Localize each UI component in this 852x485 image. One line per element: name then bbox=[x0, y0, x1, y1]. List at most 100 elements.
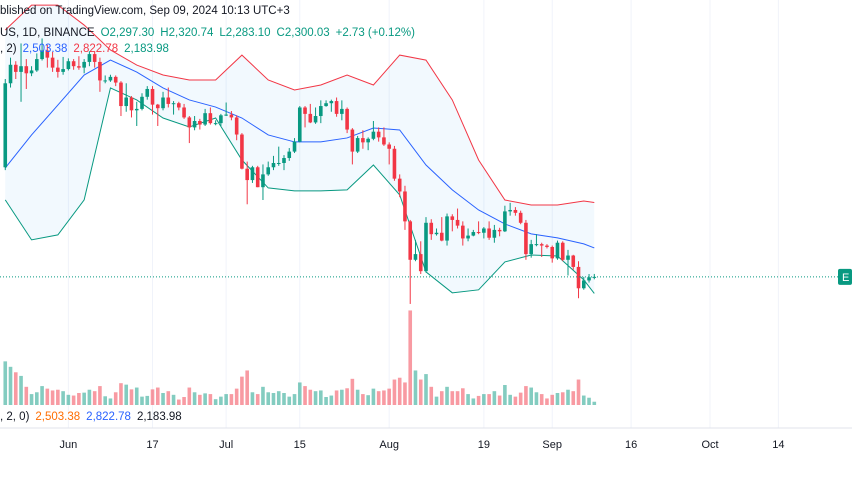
candle-body bbox=[40, 50, 44, 60]
ohlc-change: +2.73 (+0.12%) bbox=[335, 27, 415, 39]
candle-body bbox=[13, 64, 18, 72]
candle-body bbox=[555, 242, 560, 259]
volume-bar bbox=[503, 385, 507, 405]
volume-bar bbox=[266, 392, 271, 405]
volume-bar bbox=[587, 397, 591, 405]
candle-body bbox=[266, 167, 271, 175]
candle-body bbox=[439, 232, 444, 241]
volume-bar bbox=[513, 396, 518, 405]
candle-body bbox=[124, 97, 129, 107]
candle-body bbox=[529, 244, 533, 255]
candle-body bbox=[198, 121, 202, 125]
volume-bar bbox=[571, 391, 576, 405]
candle-body bbox=[208, 113, 213, 124]
bb-legend-lower: , 2, 0) 2,503.38 2,822.78 2,183.98 bbox=[0, 411, 182, 423]
candle-body bbox=[219, 115, 223, 124]
candle-body bbox=[487, 228, 491, 238]
candle-body bbox=[455, 219, 460, 226]
x-tick-label: 14 bbox=[772, 439, 784, 451]
candle-body bbox=[103, 80, 107, 82]
volume-bar bbox=[450, 391, 455, 405]
candle-body bbox=[345, 108, 349, 130]
volume-bar bbox=[140, 396, 144, 405]
volume-bar bbox=[203, 393, 207, 405]
candle-body bbox=[82, 61, 86, 68]
volume-bar bbox=[297, 382, 302, 405]
candle-body bbox=[376, 131, 381, 138]
candle-body bbox=[140, 96, 144, 109]
candle-body bbox=[482, 228, 486, 233]
volume-bar bbox=[29, 394, 34, 405]
volume-bar bbox=[534, 392, 539, 405]
volume-bar bbox=[434, 396, 439, 405]
candle-body bbox=[255, 167, 260, 188]
published-text: blished on TradingView.com, Sep 09, 2024… bbox=[0, 5, 290, 17]
symbol: US, 1D, BINANCE bbox=[0, 27, 95, 39]
candle-body bbox=[3, 83, 8, 168]
volume-bar bbox=[487, 394, 491, 405]
candle-body bbox=[61, 69, 65, 72]
volume-bar bbox=[229, 394, 234, 405]
candle-body bbox=[308, 113, 313, 123]
volume-bar bbox=[187, 387, 192, 405]
volume-bar bbox=[403, 382, 407, 405]
volume-bar bbox=[424, 374, 428, 405]
volume-bar bbox=[240, 376, 244, 405]
candle-body bbox=[155, 104, 160, 109]
volume-bar bbox=[24, 386, 29, 405]
volume-bar bbox=[124, 384, 129, 405]
candle-body bbox=[329, 101, 334, 104]
bb-basis: 2,503.38 bbox=[35, 411, 81, 423]
volume-bar bbox=[445, 386, 449, 405]
volume-bar bbox=[508, 394, 512, 405]
candle-body bbox=[581, 280, 586, 289]
volume-bar bbox=[376, 391, 381, 405]
volume-bar bbox=[45, 388, 50, 405]
volume-bar bbox=[524, 386, 528, 405]
bb-upper: 2,822.78 bbox=[73, 43, 119, 55]
candle-body bbox=[87, 54, 92, 62]
volume-bar bbox=[308, 389, 313, 405]
candle-body bbox=[476, 232, 481, 234]
volume-bar bbox=[56, 389, 60, 405]
volume-bar bbox=[150, 389, 155, 405]
candle-body bbox=[324, 103, 328, 107]
volume-bar bbox=[103, 396, 107, 405]
candle-body bbox=[177, 103, 181, 108]
volume-bar bbox=[108, 398, 113, 405]
candle-body bbox=[471, 232, 476, 236]
bb-basis: 2,503.38 bbox=[22, 43, 68, 55]
x-tick-label: Oct bbox=[701, 439, 718, 451]
candle-body bbox=[182, 107, 186, 118]
volume-bar bbox=[134, 387, 139, 405]
volume-bar bbox=[61, 391, 65, 405]
volume-bar bbox=[50, 390, 55, 405]
volume-bar bbox=[476, 395, 481, 405]
volume-bar bbox=[497, 395, 502, 405]
candle-body bbox=[108, 76, 113, 81]
candle-body bbox=[50, 57, 55, 68]
volume-bar bbox=[234, 388, 239, 405]
volume-bar bbox=[245, 370, 249, 405]
candle-body bbox=[292, 141, 297, 152]
candle-body bbox=[77, 66, 81, 68]
volume-bar bbox=[192, 392, 197, 405]
candle-body bbox=[29, 70, 34, 74]
candle-body bbox=[261, 174, 265, 188]
ohlc-high: H2,320.74 bbox=[160, 27, 214, 39]
candle-body bbox=[224, 114, 228, 116]
bb-legend: , 2) 2,503.38 2,822.78 2,183.98 bbox=[0, 43, 169, 55]
candle-body bbox=[397, 178, 402, 192]
volume-bar bbox=[255, 394, 260, 405]
volume-bar bbox=[219, 396, 223, 405]
candle-body bbox=[503, 211, 507, 232]
candle-body bbox=[450, 216, 455, 220]
candle-body bbox=[566, 255, 570, 260]
band-basis bbox=[4, 59, 595, 249]
volume-bar bbox=[361, 394, 365, 405]
volume-bar bbox=[287, 396, 292, 405]
candle-body bbox=[271, 162, 276, 168]
candle-body bbox=[303, 107, 307, 114]
candle-body bbox=[24, 66, 29, 74]
